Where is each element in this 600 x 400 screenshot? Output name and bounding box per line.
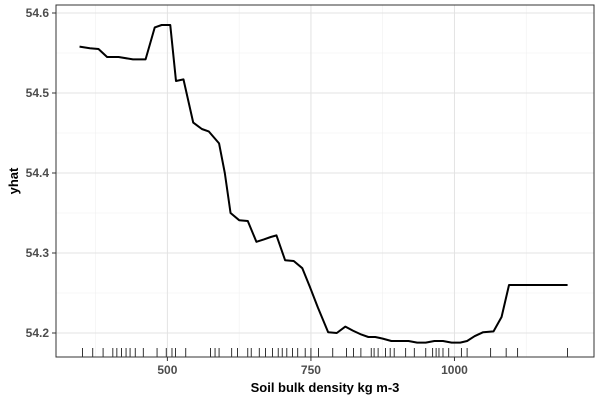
y-tick-label: 54.3 [26, 246, 50, 260]
y-tick-label: 54.2 [26, 326, 50, 340]
rug-ticks [82, 348, 568, 357]
x-tick-label: 500 [157, 363, 177, 377]
y-tick-label: 54.4 [26, 166, 50, 180]
x-axis: 500 750 1000 [157, 357, 468, 377]
minor-gridlines [56, 5, 594, 357]
plot-panel-border [55, 4, 595, 358]
x-tick-label: 750 [301, 363, 321, 377]
major-gridlines [56, 5, 594, 357]
plot-panel-background [56, 5, 594, 357]
x-axis-title: Soil bulk density kg m-3 [251, 380, 400, 395]
y-tick-label: 54.5 [26, 86, 50, 100]
y-tick-label: 54.6 [26, 6, 50, 20]
y-axis-title: yhat [6, 167, 21, 194]
series-line [79, 24, 568, 344]
y-axis: 54.2 54.3 54.4 54.5 54.6 [26, 6, 56, 340]
x-tick-label: 1000 [441, 363, 468, 377]
